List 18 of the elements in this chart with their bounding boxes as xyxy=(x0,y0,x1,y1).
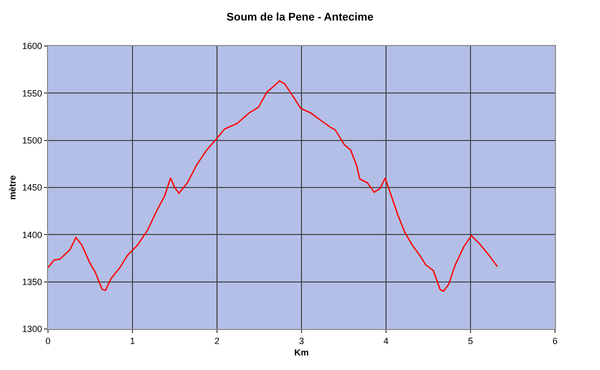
y-tick-label: 1600 xyxy=(22,41,42,52)
x-axis-title: Km xyxy=(294,348,309,358)
x-tick-label: 2 xyxy=(214,336,220,346)
y-tick-label: 1350 xyxy=(22,276,42,287)
x-tick-label: 4 xyxy=(383,336,389,346)
x-tick-label: 3 xyxy=(298,336,304,346)
y-tick-label: 1300 xyxy=(22,324,42,334)
x-tick-label: 6 xyxy=(552,336,558,346)
x-tick-label: 1 xyxy=(130,336,136,346)
chart-title: Soum de la Pene - Antecime xyxy=(226,12,374,24)
y-axis-title: mètre xyxy=(8,175,18,200)
x-tick-label: 5 xyxy=(468,336,474,346)
y-tick-label: 1500 xyxy=(22,135,42,146)
x-tick-label: 0 xyxy=(45,336,51,346)
line-series xyxy=(48,80,498,292)
y-tick-label: 1550 xyxy=(22,88,42,98)
y-tick-label: 1400 xyxy=(22,230,42,240)
y-tick-label: 1450 xyxy=(22,182,42,193)
